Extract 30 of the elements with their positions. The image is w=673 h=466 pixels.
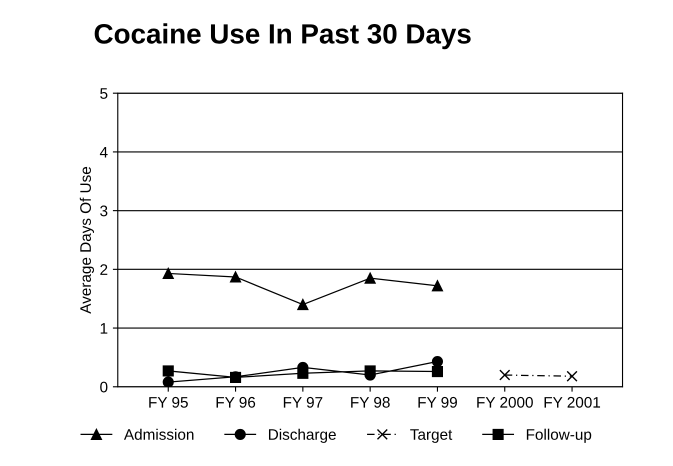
point <box>364 272 376 284</box>
legend-label: Discharge <box>268 428 336 443</box>
point <box>162 376 174 387</box>
y-tick-label: 5 <box>100 88 108 99</box>
y-tick-label: 0 <box>100 382 108 392</box>
point <box>230 271 242 283</box>
x-tick-label: FY 99 <box>418 396 457 408</box>
x-tick-label: FY 97 <box>284 396 322 408</box>
chart-title: Cocaine Use In Past 30 Days <box>94 23 471 50</box>
point <box>499 369 510 381</box>
point <box>432 366 444 378</box>
y-tick-label: 1 <box>100 323 108 334</box>
point <box>297 299 308 310</box>
point <box>566 370 578 382</box>
x-tick-label: FY 2000 <box>477 396 533 408</box>
legend-label: Admission <box>124 428 194 440</box>
legend-label: Target <box>410 429 452 443</box>
x-tick-label: FY 95 <box>149 396 188 408</box>
point <box>432 280 444 292</box>
y-tick-label: 4 <box>100 146 108 158</box>
point <box>162 268 174 280</box>
point <box>432 356 444 368</box>
point <box>162 365 174 376</box>
x-tick-label: FY 96 <box>216 396 256 408</box>
y-tick-label: 2 <box>100 264 108 275</box>
x-tick-label: FY 98 <box>351 396 390 408</box>
y-axis-title: Average Days Of Use <box>80 166 94 314</box>
legend-label: Follow-up <box>526 428 592 443</box>
y-tick-label: 3 <box>100 206 108 216</box>
x-tick-label: FY 2001 <box>544 396 600 408</box>
